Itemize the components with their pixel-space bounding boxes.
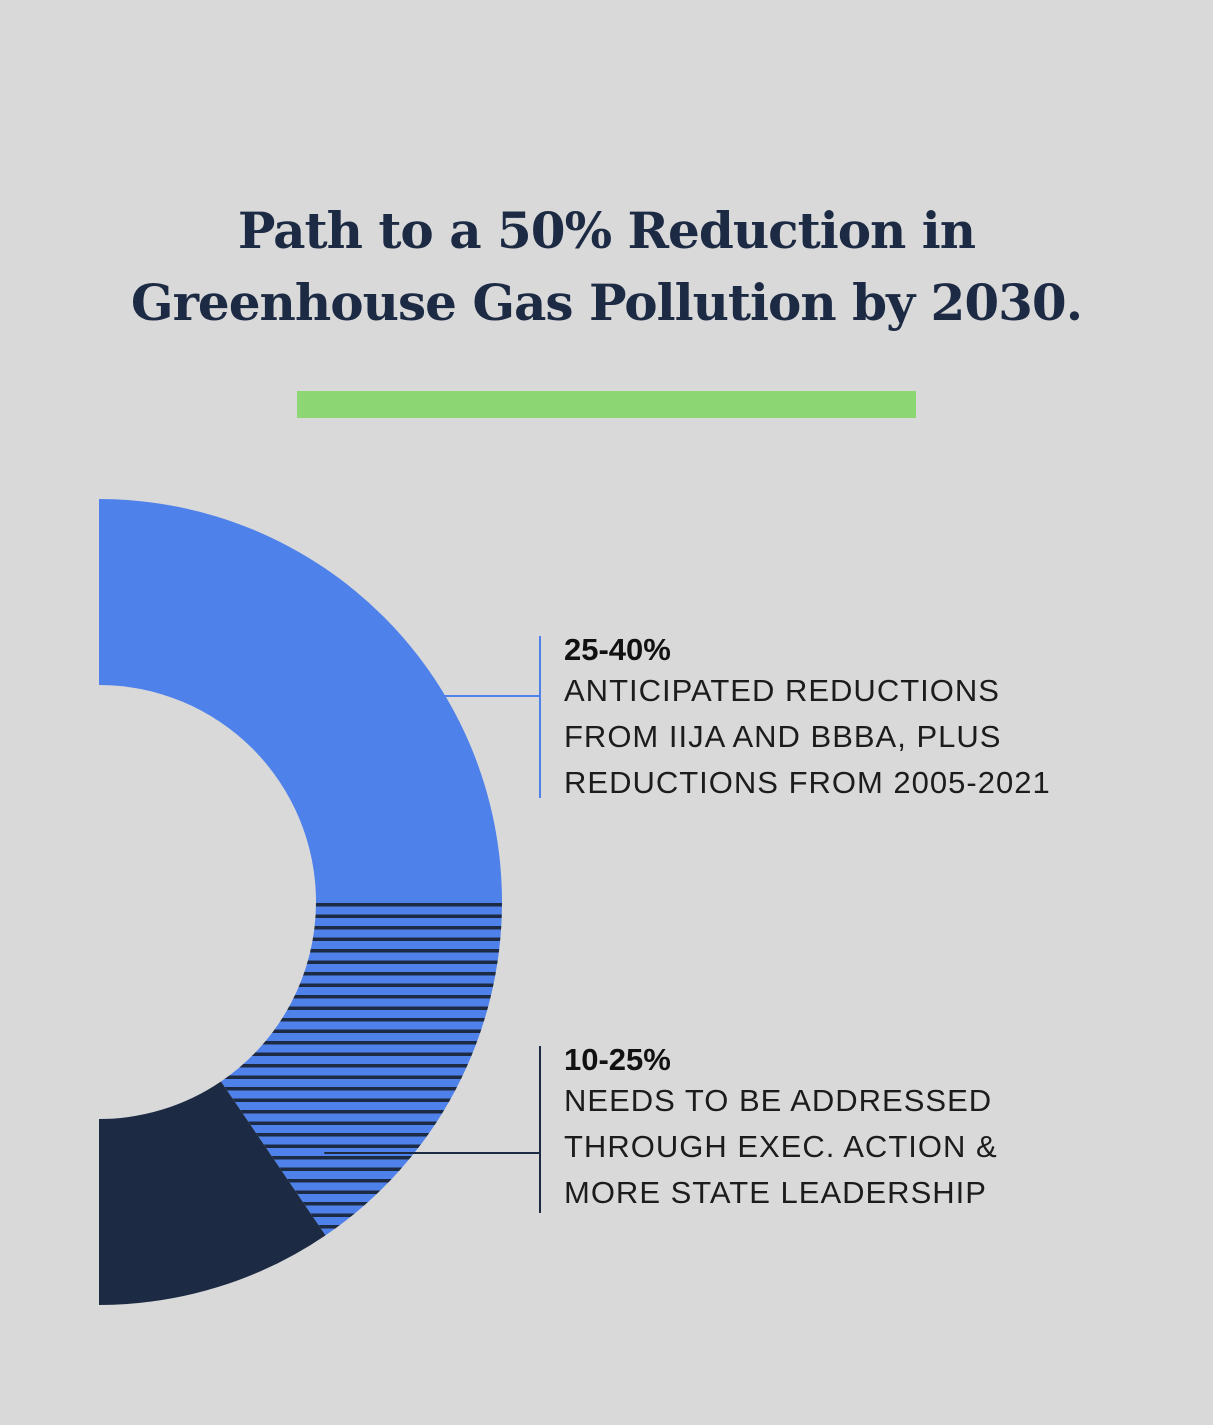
segment-remaining-dark <box>99 1081 326 1305</box>
callout-10-25-desc-line-3: MORE STATE LEADERSHIP <box>564 1175 987 1210</box>
segment-25-40-percent <box>99 499 502 902</box>
callout-10-25-desc-line-1: NEEDS TO BE ADDRESSED <box>564 1083 993 1118</box>
callout-25-40-desc-line-2: FROM IIJA AND BBBA, PLUS <box>564 719 1002 754</box>
title-accent-bar <box>297 391 916 418</box>
callout-25-40-desc-line-3: REDUCTIONS FROM 2005-2021 <box>564 765 1051 800</box>
chart-title-line-1: Path to a 50% Reduction in <box>237 201 976 260</box>
chart-title-line-2: Greenhouse Gas Pollution by 2030. <box>130 273 1083 332</box>
callout-10-25-desc-line-2: THROUGH EXEC. ACTION & <box>564 1129 998 1164</box>
callout-25-40-value: 25-40% <box>564 632 671 667</box>
callout-10-25-value: 10-25% <box>564 1042 671 1077</box>
callout-25-40-desc-line-1: ANTICIPATED REDUCTIONS <box>564 673 1000 708</box>
segment-10-25-percent <box>220 902 502 1236</box>
callout-10-25: 10-25% NEEDS TO BE ADDRESSED THROUGH EXE… <box>564 1042 998 1216</box>
callout-25-40: 25-40% ANTICIPATED REDUCTIONS FROM IIJA … <box>564 632 1051 806</box>
chart-title: Path to a 50% Reduction in Greenhouse Ga… <box>0 195 1213 339</box>
